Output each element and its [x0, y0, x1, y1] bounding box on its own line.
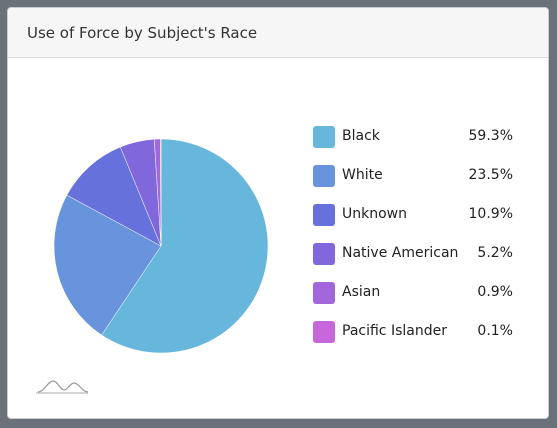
- legend-label: Black: [342, 128, 380, 144]
- legend-value: 23.5%: [468, 167, 513, 183]
- legend-value: 10.9%: [468, 206, 513, 222]
- sparkline-icon: [36, 380, 89, 394]
- pie-chart: [53, 138, 269, 354]
- pie-slice-unknown[interactable]: [66, 146, 162, 247]
- legend-value: 0.9%: [477, 284, 513, 300]
- legend-item-pacific-islander[interactable]: Pacific Islander 0.1%: [313, 321, 513, 360]
- legend-value: 59.3%: [468, 128, 513, 144]
- legend-item-asian[interactable]: Asian 0.9%: [313, 282, 513, 321]
- legend-swatch: [313, 204, 335, 226]
- pie-slice-white[interactable]: [53, 194, 162, 336]
- legend-swatch: [313, 243, 335, 265]
- chart-legend: Black 59.3% White 23.5% Unknown 10.9% Native A…: [313, 126, 513, 360]
- card-title: Use of Force by Subject's Race: [27, 24, 258, 42]
- card-header: Use of Force by Subject's Race: [8, 8, 548, 58]
- legend-item-unknown[interactable]: Unknown 10.9%: [313, 204, 513, 243]
- legend-swatch: [313, 282, 335, 304]
- legend-item-native-american[interactable]: Native American 5.2%: [313, 243, 513, 282]
- legend-swatch: [313, 165, 335, 187]
- chart-card: Use of Force by Subject's Race Black 59.3…: [7, 7, 549, 419]
- legend-item-black[interactable]: Black 59.3%: [313, 126, 513, 165]
- legend-label: Unknown: [342, 206, 407, 222]
- pie-slice-black[interactable]: [101, 138, 269, 354]
- legend-item-white[interactable]: White 23.5%: [313, 165, 513, 204]
- pie-slice-pacific-islander[interactable]: [160, 138, 162, 247]
- legend-swatch: [313, 126, 335, 148]
- legend-label: White: [342, 167, 383, 183]
- legend-label: Native American: [342, 245, 459, 261]
- legend-value: 0.1%: [477, 323, 513, 339]
- legend-value: 5.2%: [477, 245, 513, 261]
- legend-label: Pacific Islander: [342, 323, 447, 339]
- legend-swatch: [313, 321, 335, 343]
- legend-label: Asian: [342, 284, 381, 300]
